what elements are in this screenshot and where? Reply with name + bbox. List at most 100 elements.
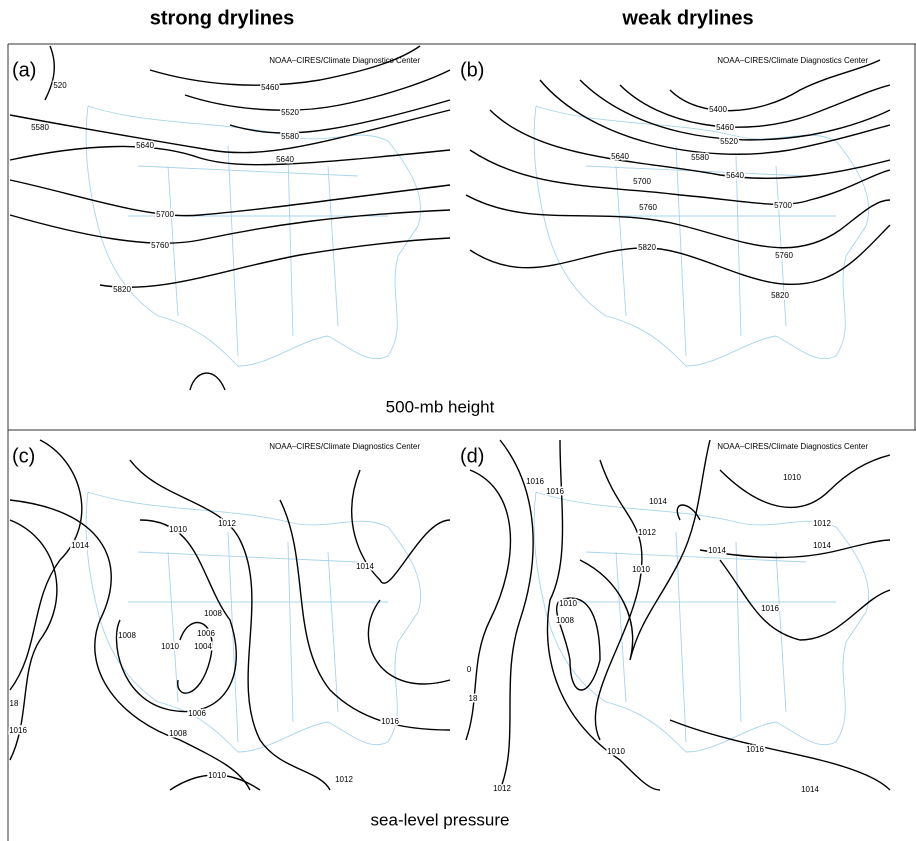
contour-label: 5460 — [261, 83, 279, 92]
contour-label: 0 — [467, 665, 472, 674]
map-outline — [533, 491, 870, 753]
contour-label: 5700 — [774, 201, 792, 210]
map-outline — [533, 105, 870, 367]
contour-line — [279, 499, 451, 731]
contour-label: 1012 — [813, 519, 831, 528]
contour-line — [9, 499, 251, 791]
contour-line — [99, 237, 451, 288]
contour-label: 18 — [10, 699, 19, 708]
contour-line — [9, 145, 451, 166]
contour-label: 5700 — [633, 177, 651, 186]
contour-line — [579, 439, 711, 661]
contour-line — [699, 539, 891, 559]
contour-label: 520 — [53, 81, 67, 90]
contour-label: 5520 — [281, 108, 299, 117]
contour-line — [499, 439, 534, 791]
contour-label: 1008 — [204, 609, 222, 618]
contour-line — [149, 45, 421, 86]
contour-line — [489, 109, 891, 179]
contour-label: 5760 — [775, 251, 793, 260]
contour-label: 5520 — [720, 137, 738, 146]
panel-tag: (a) — [12, 59, 36, 81]
contour-label: 5820 — [113, 285, 131, 294]
contour-line — [469, 224, 891, 286]
contour-line — [129, 459, 331, 791]
contour-label: 1016 — [381, 717, 399, 726]
contour-label: 5820 — [638, 243, 656, 252]
column-header: weak drylines — [621, 7, 753, 29]
contour-line — [676, 504, 701, 521]
contour-label: 1014 — [649, 497, 667, 506]
contour-line — [619, 84, 891, 128]
contour-line — [579, 79, 891, 141]
contour-label: 1012 — [493, 784, 511, 793]
contour-label: 1008 — [556, 616, 574, 625]
contour-line — [469, 149, 891, 205]
contour-label: 5820 — [771, 291, 789, 300]
contour-line — [44, 45, 55, 101]
contour-label: 5760 — [151, 241, 169, 250]
contour-line — [9, 519, 58, 761]
contour-label: 1016 — [526, 477, 544, 486]
contour-label: 1006 — [188, 709, 206, 718]
contour-label: 5760 — [639, 203, 657, 212]
row-label: 500-mb height — [386, 397, 495, 416]
contour-label: 1010 — [783, 473, 801, 482]
contour-line — [229, 99, 451, 134]
contour-line — [351, 469, 451, 584]
contour-label: 5640 — [136, 141, 154, 150]
contour-label: 1010 — [208, 771, 226, 780]
credit: NOAA–CIRES/Climate Diagnostics Center — [717, 56, 868, 65]
row-label: sea-level pressure — [371, 810, 510, 829]
contour-label: 5640 — [276, 155, 294, 164]
contour-label: 1010 — [169, 525, 187, 534]
contour-label: 1012 — [335, 775, 353, 784]
contour-label: 1016 — [546, 487, 564, 496]
contour-label: 5460 — [716, 123, 734, 132]
contour-label: 5580 — [31, 123, 49, 132]
contour-label: 5400 — [709, 105, 727, 114]
contour-line — [9, 209, 451, 244]
contour-label: 1014 — [71, 541, 89, 550]
panel-tag: (b) — [460, 59, 484, 81]
contour-line — [555, 597, 601, 691]
panel-tag: (d) — [460, 445, 484, 467]
contour-label: 5640 — [726, 171, 744, 180]
contour-line — [594, 459, 643, 741]
credit: NOAA–CIRES/Climate Diagnostics Center — [269, 442, 420, 451]
contour-label: 1016 — [761, 604, 779, 613]
contour-line — [9, 109, 451, 154]
contour-line — [465, 194, 891, 249]
contour-label: 1010 — [632, 565, 650, 574]
contour-label: 1006 — [197, 629, 215, 638]
contour-label: 1004 — [194, 642, 212, 651]
contour-label: 1008 — [118, 631, 136, 640]
contour-line — [367, 599, 451, 685]
contour-label: 1014 — [708, 546, 726, 555]
contour-label: 1014 — [801, 785, 819, 794]
contour-line — [189, 372, 226, 391]
contour-label: 1010 — [559, 599, 577, 608]
contour-label: 5580 — [691, 153, 709, 162]
contour-label: 1012 — [218, 519, 236, 528]
panel-tag: (c) — [12, 445, 35, 467]
contour-label: 1014 — [813, 541, 831, 550]
contour-label: 5700 — [156, 210, 174, 219]
contour-label: 1012 — [638, 528, 656, 537]
credit: NOAA–CIRES/Climate Diagnostics Center — [269, 56, 420, 65]
contour-line — [177, 621, 213, 694]
contour-line — [169, 774, 261, 791]
contour-line — [115, 519, 237, 713]
contour-label: 1016 — [746, 745, 764, 754]
contour-line — [546, 439, 661, 791]
contour-label: 1014 — [356, 562, 374, 571]
credit: NOAA–CIRES/Climate Diagnostics Center — [717, 442, 868, 451]
map-outline — [85, 491, 422, 753]
contour-label: 18 — [469, 694, 478, 703]
contour-line — [669, 59, 881, 112]
contour-label: 1008 — [169, 729, 187, 738]
contour-line — [184, 69, 451, 111]
contour-label: 1010 — [607, 747, 625, 756]
map-outline — [85, 105, 422, 367]
